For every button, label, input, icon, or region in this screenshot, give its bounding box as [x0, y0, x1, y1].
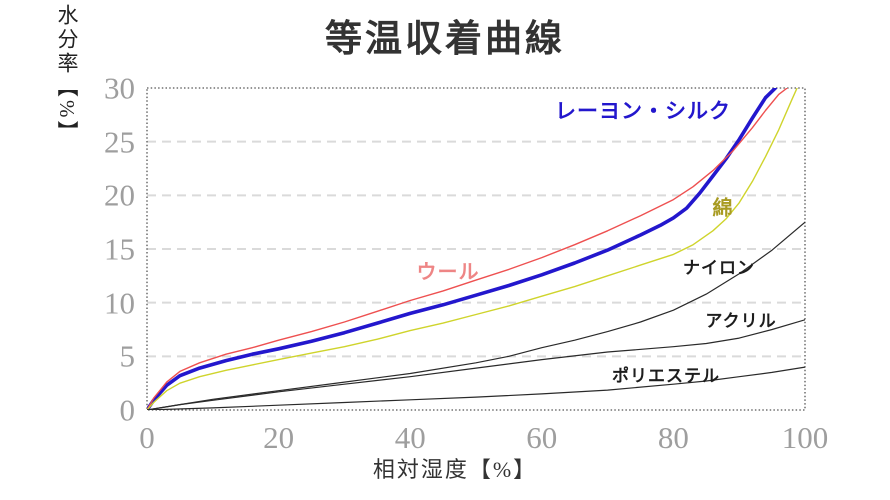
y-tick-10: 10: [104, 285, 135, 321]
curve-2: [147, 88, 798, 410]
y-tick-25: 25: [104, 124, 135, 160]
plot-border: [146, 87, 806, 411]
series-label-3: ナイロン: [683, 258, 755, 278]
x-tick-60: 60: [526, 420, 558, 455]
y-tick-15: 15: [104, 231, 135, 267]
x-tick-80: 80: [657, 420, 689, 455]
series-label-1: ウール: [416, 261, 480, 284]
curve-3: [147, 221, 805, 410]
x-tick-100: 100: [781, 420, 829, 455]
y-tick-30: 30: [104, 70, 135, 106]
series-label-0: レーヨン・シルク: [555, 100, 731, 123]
x-tick-40: 40: [394, 420, 426, 455]
curve-4: [147, 319, 805, 410]
x-tick-20: 20: [263, 420, 295, 455]
x-axis-label: 相対湿度【%】: [372, 457, 538, 482]
chart-title: 等温収着曲線: [325, 19, 565, 60]
y-axis-label: 水分率【%】: [55, 4, 79, 145]
y-tick-20: 20: [104, 177, 135, 213]
curve-0: [147, 88, 778, 410]
y-tick-5: 5: [119, 338, 136, 374]
curve-1: [147, 88, 788, 410]
series-label-5: ポリエステル: [612, 366, 720, 386]
series-label-2: 綿: [712, 197, 734, 220]
y-tick-0: 0: [119, 392, 136, 428]
curve-5: [147, 366, 805, 410]
series-label-4: アクリル: [705, 311, 777, 331]
x-tick-0: 0: [139, 420, 155, 455]
